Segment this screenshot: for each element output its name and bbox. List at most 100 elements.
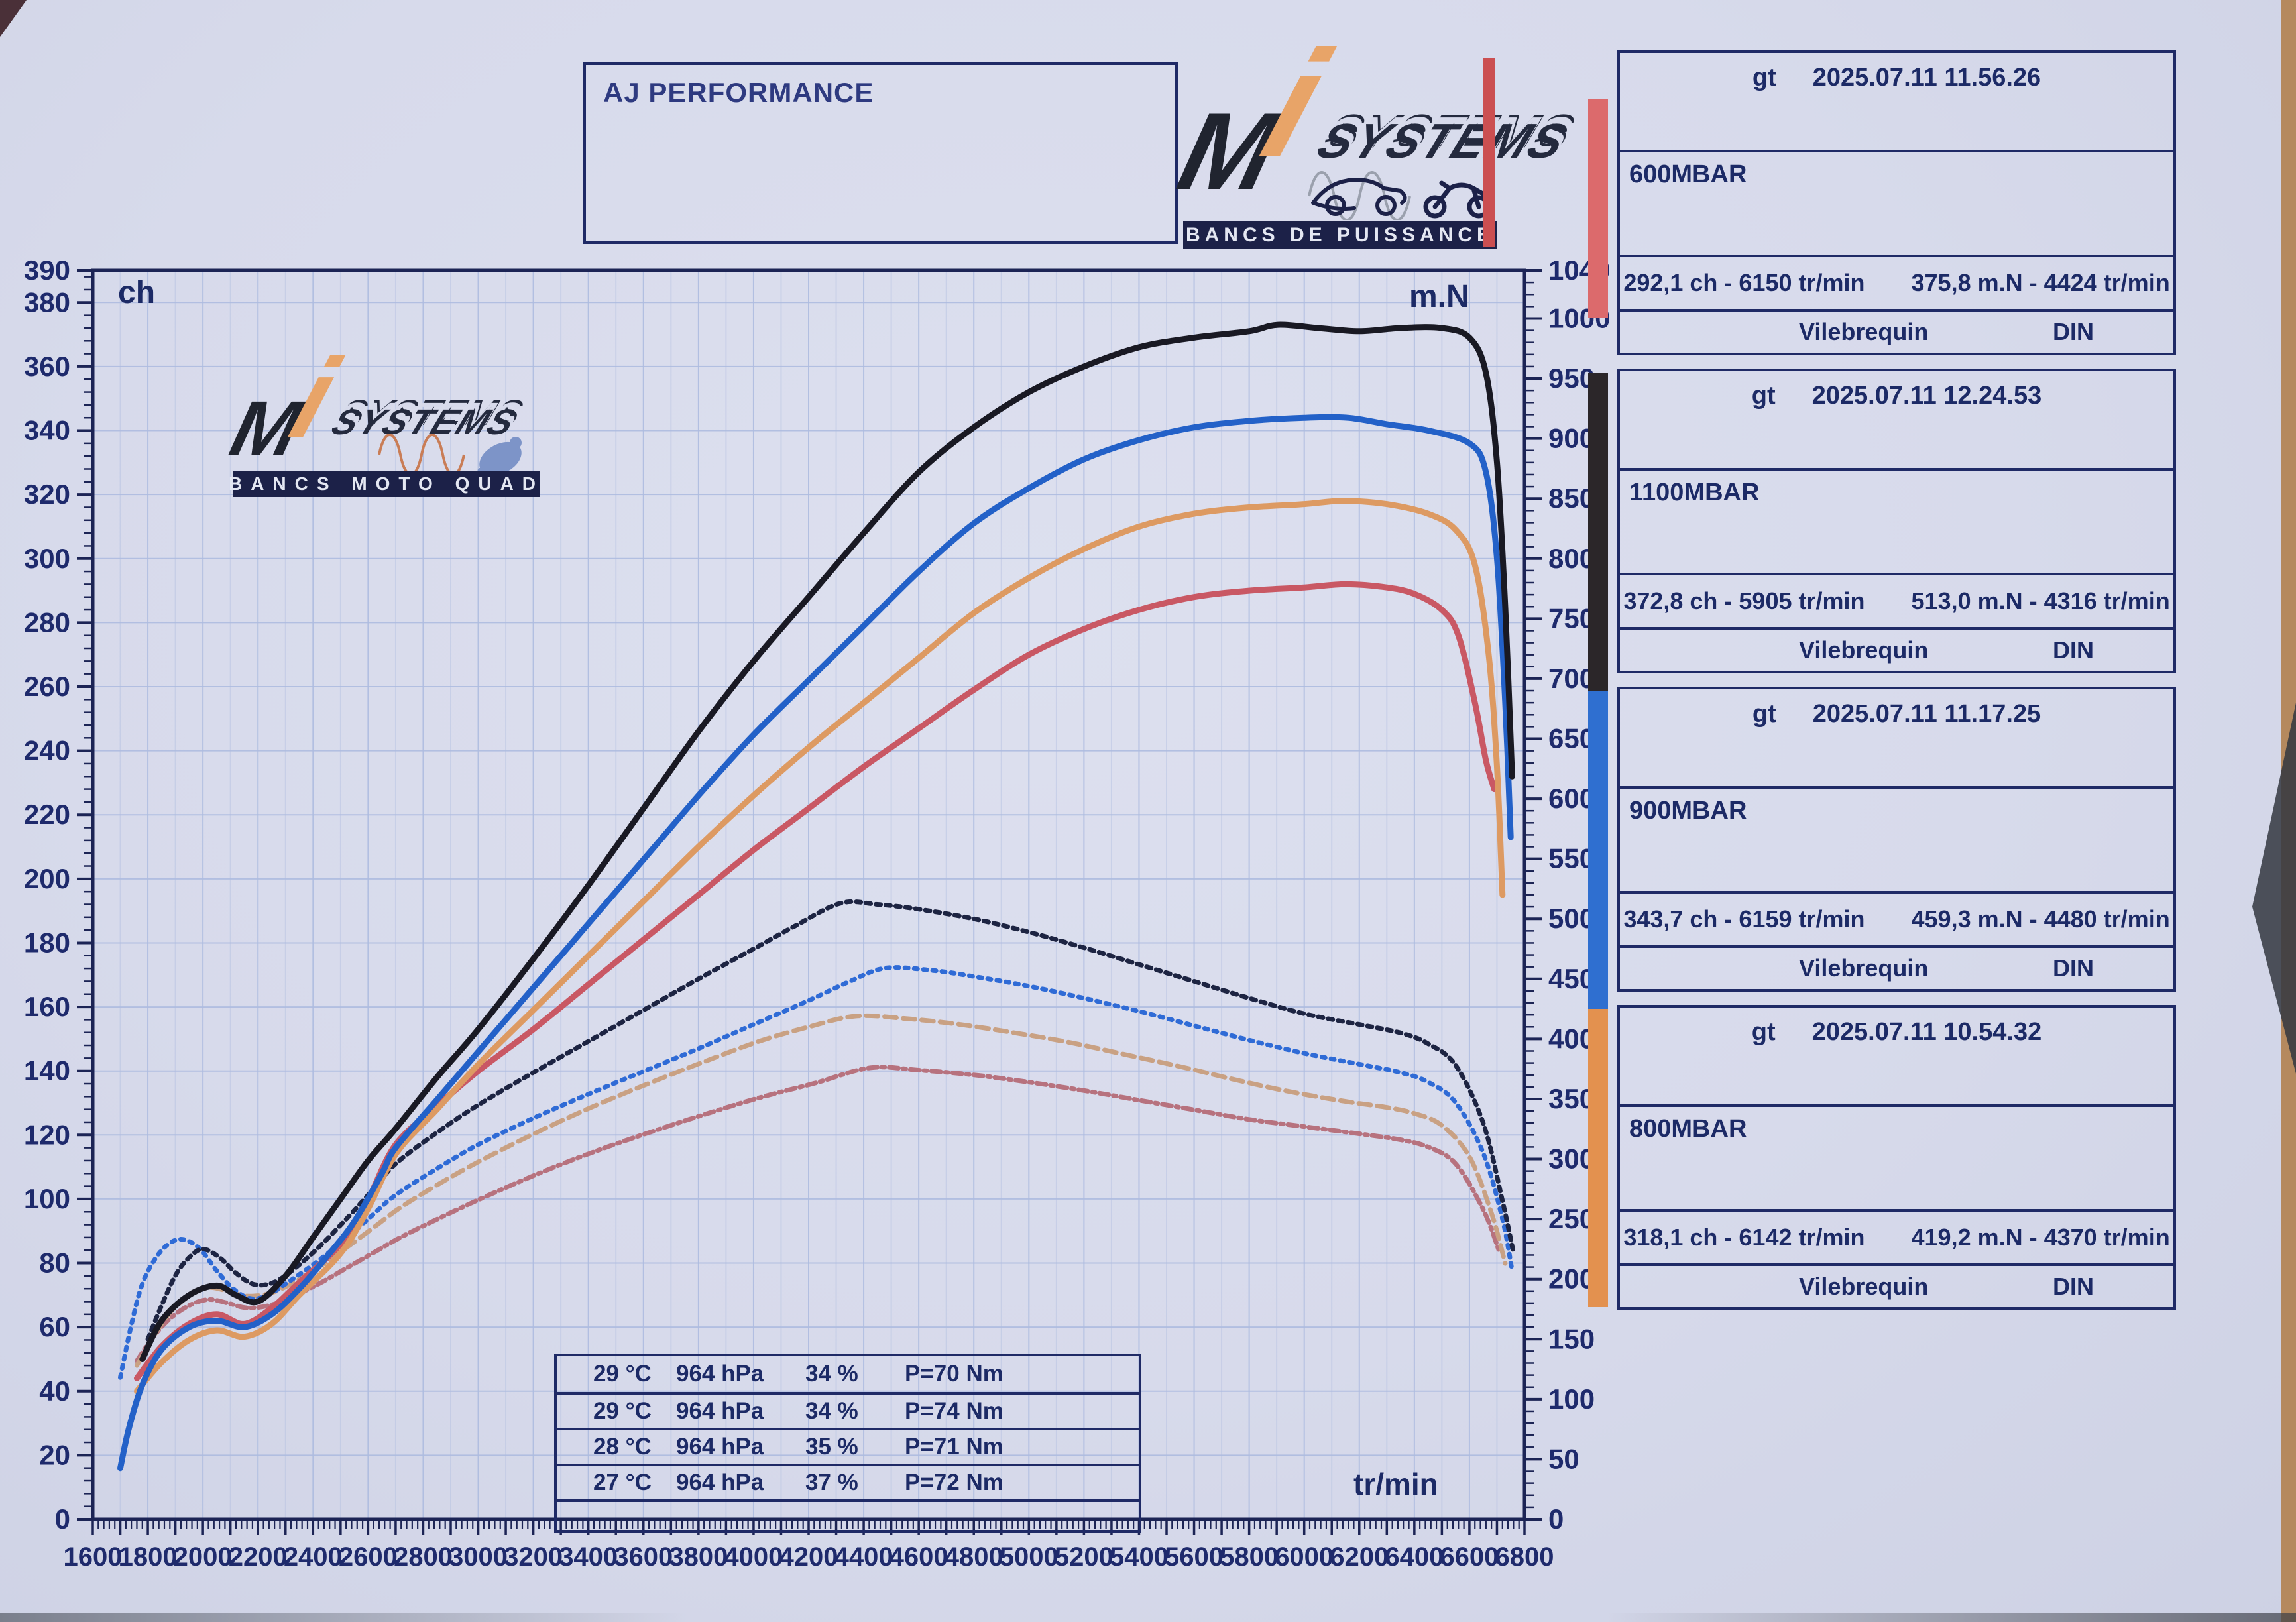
- svg-text:4000: 4000: [724, 1542, 783, 1572]
- panel-stats: 292,1 ch - 6150 tr/min 375,8 m.N - 4424 …: [1620, 255, 2173, 309]
- svg-text:0: 0: [1548, 1503, 1564, 1535]
- svg-text:3800: 3800: [669, 1542, 728, 1572]
- torque-peak-stat: 459,3 m.N - 4480 tr/min: [1911, 905, 2170, 933]
- svg-text:600: 600: [1548, 783, 1595, 814]
- panel-header: gt 2025.07.11 10.54.32: [1751, 1018, 2042, 1046]
- svg-text:200: 200: [1548, 1263, 1595, 1295]
- run-datetime: 2025.07.11 12.24.53: [1811, 382, 2042, 410]
- svg-text:3600: 3600: [614, 1542, 673, 1572]
- svg-text:240: 240: [24, 735, 70, 766]
- run-panel-800mbar: gt 2025.07.11 10.54.32 800MBAR 318,1 ch …: [1617, 1005, 2176, 1310]
- svg-text:550: 550: [1548, 843, 1595, 874]
- run-datetime: 2025.07.11 11.56.26: [1812, 64, 2041, 91]
- panel-stats: 372,8 ch - 5905 tr/min 513,0 m.N - 4316 …: [1620, 573, 2173, 627]
- norm-label: DIN: [2053, 636, 2094, 664]
- curve-torque_1100: [145, 899, 1516, 1342]
- svg-text:1600: 1600: [64, 1542, 123, 1572]
- run-datetime: 2025.07.11 10.54.32: [1811, 1018, 2042, 1046]
- svg-text:700: 700: [1548, 663, 1595, 694]
- svg-text:0: 0: [55, 1503, 70, 1535]
- run-panel-1100mbar: gt 2025.07.11 12.24.53 1100MBAR 372,8 ch…: [1617, 369, 2176, 673]
- panel-footer: Vilebrequin DIN: [1620, 309, 2173, 353]
- panel-footer: Vilebrequin DIN: [1620, 627, 2173, 671]
- svg-text:4800: 4800: [945, 1542, 1004, 1572]
- ambient-conditions-table: 29 °C 964 hPa 34 % P=70 Nm 29 °C 964 hPa…: [554, 1354, 1141, 1533]
- torque-peak-stat: 419,2 m.N - 4370 tr/min: [1911, 1224, 2170, 1251]
- svg-text:5400: 5400: [1110, 1542, 1169, 1572]
- measure-point-label: Vilebrequin: [1799, 636, 1929, 664]
- svg-text:220: 220: [24, 799, 70, 830]
- svg-text:100: 100: [24, 1183, 70, 1214]
- svg-text:80: 80: [39, 1247, 70, 1279]
- run-color-bar-600mbar: [1588, 99, 1608, 318]
- svg-text:850: 850: [1548, 483, 1595, 514]
- svg-text:6200: 6200: [1330, 1542, 1389, 1572]
- svg-text:360: 360: [24, 351, 70, 382]
- run-panel-600mbar: gt 2025.07.11 11.56.26 600MBAR 292,1 ch …: [1617, 50, 2176, 355]
- run-panel-900mbar: gt 2025.07.11 11.17.25 900MBAR 343,7 ch …: [1617, 687, 2176, 992]
- svg-text:900: 900: [1548, 423, 1595, 454]
- svg-text:120: 120: [24, 1119, 70, 1150]
- svg-text:380: 380: [24, 286, 70, 318]
- svg-text:500: 500: [1548, 903, 1595, 934]
- svg-text:300: 300: [24, 543, 70, 574]
- panel-footer: Vilebrequin DIN: [1620, 1263, 2173, 1307]
- boost-pressure: 900MBAR: [1629, 797, 1747, 825]
- logo-banner-puissance: BANCS DE PUISSANCE: [1183, 221, 1497, 249]
- logo-red-stripe: [1483, 58, 1495, 247]
- power-peak-stat: 343,7 ch - 6159 tr/min: [1623, 905, 1865, 933]
- svg-text:350: 350: [1548, 1083, 1595, 1114]
- svg-text:60: 60: [39, 1311, 70, 1342]
- svg-text:200: 200: [24, 863, 70, 894]
- svg-text:250: 250: [1548, 1203, 1595, 1234]
- svg-text:950: 950: [1548, 363, 1595, 394]
- svg-text:2800: 2800: [394, 1542, 453, 1572]
- torque-peak-stat: 375,8 m.N - 4424 tr/min: [1911, 269, 2170, 296]
- photo-bottom-shadow: [0, 1613, 2296, 1622]
- ambient-row: 28 °C 964 hPa 35 % P=71 Nm: [557, 1428, 1139, 1464]
- svg-text:5000: 5000: [1000, 1542, 1059, 1572]
- run-datetime: 2025.07.11 11.17.25: [1812, 700, 2041, 728]
- curve-power_900: [117, 414, 1514, 1472]
- norm-label: DIN: [2053, 318, 2094, 345]
- svg-text:750: 750: [1548, 603, 1595, 634]
- svg-text:4600: 4600: [890, 1542, 948, 1572]
- ambient-row: 27 °C 964 hPa 37 % P=72 Nm: [557, 1464, 1139, 1499]
- measure-point-label: Vilebrequin: [1799, 955, 1929, 982]
- panel-pressure: 1100MBAR: [1620, 468, 2173, 573]
- svg-text:40: 40: [39, 1375, 70, 1407]
- ambient-row: 29 °C 964 hPa 34 % P=74 Nm: [557, 1392, 1139, 1428]
- svg-text:2000: 2000: [174, 1542, 233, 1572]
- svg-text:650: 650: [1548, 723, 1595, 754]
- svg-text:320: 320: [24, 479, 70, 510]
- svg-text:390: 390: [24, 255, 70, 286]
- svg-text:4400: 4400: [834, 1542, 893, 1572]
- curve-torque_600: [135, 1065, 1503, 1363]
- svg-text:6800: 6800: [1495, 1542, 1554, 1572]
- left-axis-title: ch: [118, 275, 156, 310]
- panel-pressure: 600MBAR: [1620, 150, 2173, 255]
- ambient-row: 29 °C 964 hPa 34 % P=70 Nm: [593, 1361, 1004, 1387]
- curve-power_1100: [139, 321, 1515, 1362]
- svg-text:400: 400: [1548, 1023, 1595, 1054]
- svg-text:800: 800: [1548, 543, 1595, 574]
- measure-point-label: Vilebrequin: [1799, 318, 1929, 345]
- svg-text:3400: 3400: [559, 1542, 618, 1572]
- svg-text:3000: 3000: [449, 1542, 508, 1572]
- boost-pressure: 800MBAR: [1629, 1115, 1747, 1143]
- customer-title-box: AJ PERFORMANCE: [583, 62, 1178, 244]
- right-axis-title: m.N: [1409, 279, 1469, 314]
- x-axis-title: tr/min: [1353, 1467, 1438, 1501]
- svg-text:6000: 6000: [1275, 1542, 1334, 1572]
- misystems-logo-main: M i SYSTEMS BANCS DE PUISSANCE: [1168, 19, 1576, 249]
- svg-text:180: 180: [24, 927, 70, 958]
- svg-text:3200: 3200: [504, 1542, 563, 1572]
- svg-text:260: 260: [24, 671, 70, 702]
- watermark-banner-motoquad: BANCS MOTO QUAD: [229, 471, 540, 497]
- svg-text:300: 300: [1548, 1143, 1595, 1175]
- boost-pressure: 600MBAR: [1629, 160, 1747, 188]
- run-color-bar-800mbar: [1588, 1009, 1608, 1307]
- svg-text:340: 340: [24, 415, 70, 446]
- svg-text:450: 450: [1548, 963, 1595, 994]
